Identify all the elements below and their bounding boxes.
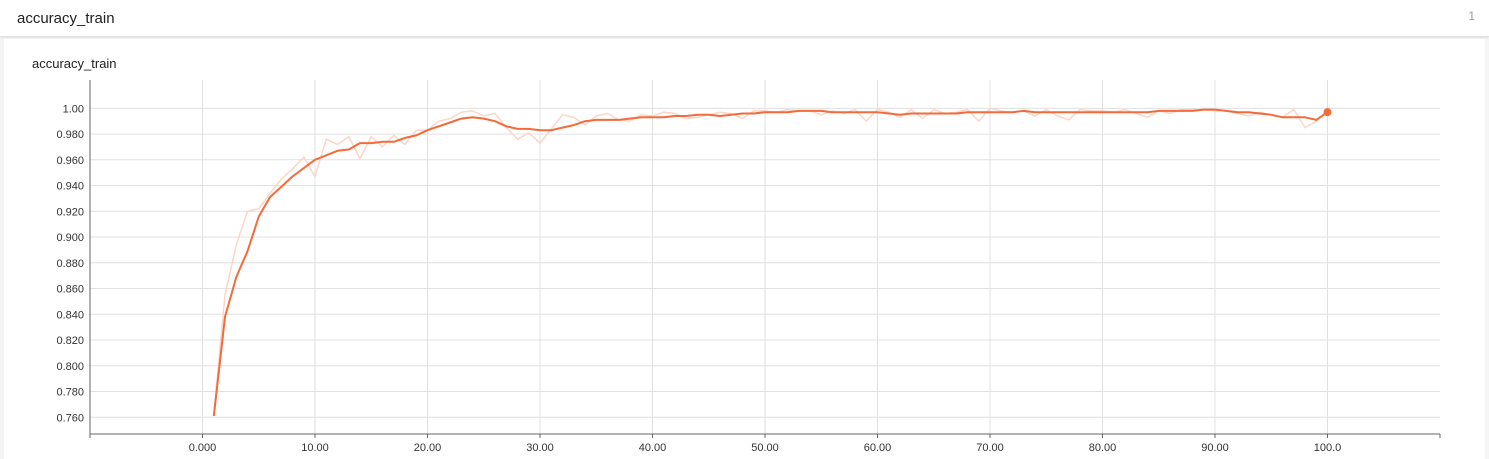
x-tick-label: 10.00 <box>301 442 329 454</box>
header-title: accuracy_train <box>17 10 115 27</box>
y-tick-label: 0.920 <box>56 206 84 218</box>
chart-card: accuracy_train <box>4 39 1485 459</box>
x-tick-label: 0.000 <box>189 442 217 454</box>
x-tick-label: 60.00 <box>864 442 892 454</box>
y-tick-label: 0.940 <box>56 181 84 193</box>
x-tick-label: 100.0 <box>1314 442 1342 454</box>
y-tick-label: 0.900 <box>56 232 84 244</box>
raw-accuracy-line[interactable] <box>213 107 1329 417</box>
x-tick-label: 80.00 <box>1089 442 1117 454</box>
y-tick-label: 1.00 <box>63 103 84 115</box>
y-tick-label: 0.980 <box>56 129 84 141</box>
last-point-marker[interactable] <box>1323 108 1332 117</box>
x-tick-label: 90.00 <box>1201 442 1229 454</box>
y-tick-label: 0.840 <box>56 309 84 321</box>
y-tick-label: 0.820 <box>56 335 84 347</box>
y-tick-label: 0.960 <box>56 155 84 167</box>
x-tick-label: 30.00 <box>526 442 554 454</box>
smoothed-accuracy-line[interactable] <box>212 108 1329 417</box>
y-tick-label: 0.800 <box>56 361 84 373</box>
chart-count-badge: 1 <box>1468 9 1475 23</box>
y-tick-label: 0.780 <box>56 387 84 399</box>
y-tick-label: 0.880 <box>56 258 84 270</box>
x-tick-label: 20.00 <box>414 442 442 454</box>
y-tick-label: 0.860 <box>56 284 84 296</box>
x-tick-label: 40.00 <box>639 442 667 454</box>
y-tick-label: 0.760 <box>56 412 84 424</box>
x-tick-label: 50.00 <box>751 442 779 454</box>
run-header[interactable]: accuracy_train 1 <box>0 0 1489 37</box>
chart-title: accuracy_train <box>32 56 117 71</box>
x-tick-label: 70.00 <box>976 442 1004 454</box>
